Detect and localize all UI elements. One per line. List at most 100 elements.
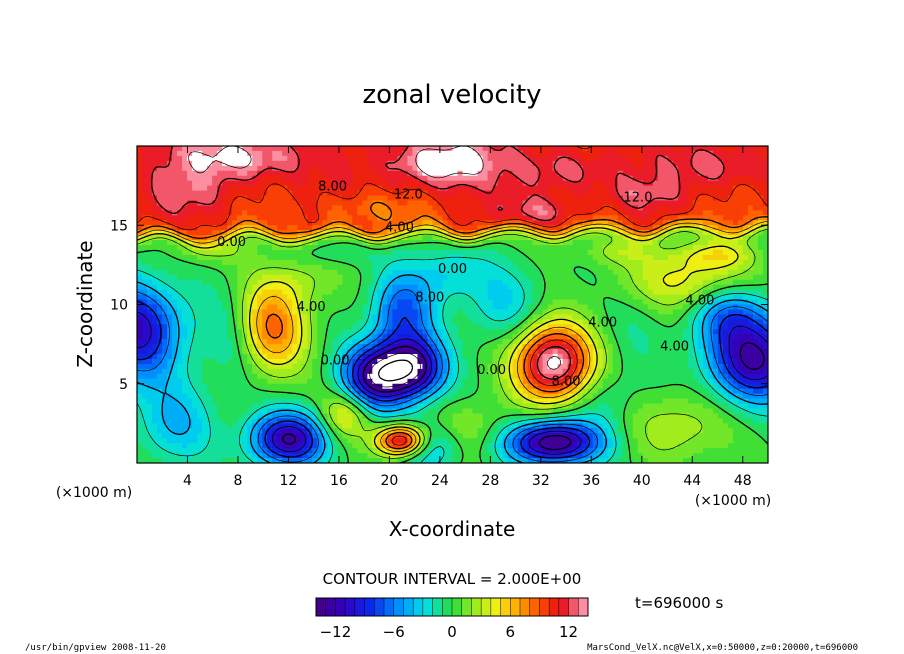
field-cell (187, 165, 193, 172)
field-cell (477, 175, 484, 182)
field-cell (192, 195, 198, 202)
field-cell (737, 185, 744, 192)
field-cell (447, 150, 454, 157)
field-cell (537, 195, 544, 202)
field-cell (757, 230, 764, 236)
field-cell (492, 304, 499, 311)
field-cell (527, 190, 534, 197)
field-cell (212, 319, 218, 325)
field-cell (162, 175, 168, 182)
field-cell (267, 200, 273, 207)
field-cell (747, 319, 754, 325)
field-cell (447, 279, 454, 286)
field-cell (252, 319, 258, 325)
field-cell (217, 269, 223, 276)
field-cell (607, 146, 614, 152)
field-cell (342, 245, 348, 251)
field-cell (592, 195, 599, 202)
field-cell (417, 180, 424, 187)
field-cell (232, 225, 238, 231)
field-cell (622, 264, 629, 271)
field-cell (362, 225, 368, 231)
field-cell (277, 269, 283, 276)
field-cell (277, 259, 283, 266)
field-cell (297, 329, 303, 335)
field-cell (572, 309, 579, 315)
field-cell (502, 264, 509, 271)
field-cell (492, 269, 499, 276)
field-cell (437, 165, 444, 172)
field-cell (352, 284, 358, 291)
field-cell (497, 299, 504, 306)
field-cell (692, 215, 699, 221)
field-cell (487, 274, 494, 281)
field-cell (697, 155, 704, 162)
field-cell (142, 170, 148, 177)
field-cell (487, 165, 494, 172)
field-cell (662, 279, 669, 286)
field-cell (737, 150, 744, 157)
field-cell (522, 146, 529, 152)
field-cell (632, 329, 639, 335)
field-cell (302, 200, 308, 207)
field-cell (222, 225, 228, 231)
field-cell (292, 269, 298, 276)
field-cell (722, 245, 729, 251)
field-cell (462, 220, 469, 226)
field-cell (242, 165, 248, 172)
field-cell (312, 314, 318, 320)
field-cell (462, 225, 469, 231)
field-cell (182, 215, 188, 221)
field-cell (407, 324, 414, 330)
field-cell (252, 299, 258, 306)
field-cell (287, 259, 293, 266)
field-cell (612, 185, 619, 192)
field-cell (427, 314, 434, 320)
field-cell (737, 324, 744, 330)
field-cell (672, 284, 679, 291)
field-cell (537, 205, 544, 211)
field-cell (487, 284, 494, 291)
field-cell (622, 175, 629, 182)
field-cell (752, 160, 759, 167)
field-cell (317, 284, 323, 291)
field-cell (357, 259, 363, 266)
field-cell (387, 250, 394, 256)
field-cell (552, 319, 559, 325)
field-cell (712, 334, 719, 340)
field-cell (137, 205, 143, 211)
field-cell (737, 329, 744, 335)
field-cell (432, 314, 439, 320)
field-cell (257, 269, 263, 276)
field-cell (262, 225, 268, 231)
field-cell (217, 329, 223, 335)
field-cell (477, 195, 484, 202)
field-cell (747, 245, 754, 251)
field-cell (322, 215, 328, 221)
field-cell (492, 294, 499, 301)
field-cell (352, 299, 358, 306)
field-cell (247, 250, 253, 256)
field-cell (352, 220, 358, 226)
field-cell (202, 155, 208, 162)
field-cell (407, 264, 414, 271)
field-cell (217, 175, 223, 182)
field-cell (222, 190, 228, 197)
field-cell (257, 274, 263, 281)
field-cell (262, 155, 268, 162)
field-cell (267, 324, 273, 330)
field-cell (502, 324, 509, 330)
field-cell (427, 150, 434, 157)
field-cell (207, 304, 213, 311)
field-cell (322, 314, 328, 320)
field-cell (142, 319, 148, 325)
field-cell (482, 146, 489, 152)
field-cell (147, 250, 153, 256)
field-cell (307, 175, 313, 182)
field-cell (142, 245, 148, 251)
field-cell (542, 245, 549, 251)
field-cell (517, 284, 524, 291)
field-cell (452, 165, 459, 172)
field-cell (687, 264, 694, 271)
field-cell (307, 319, 313, 325)
